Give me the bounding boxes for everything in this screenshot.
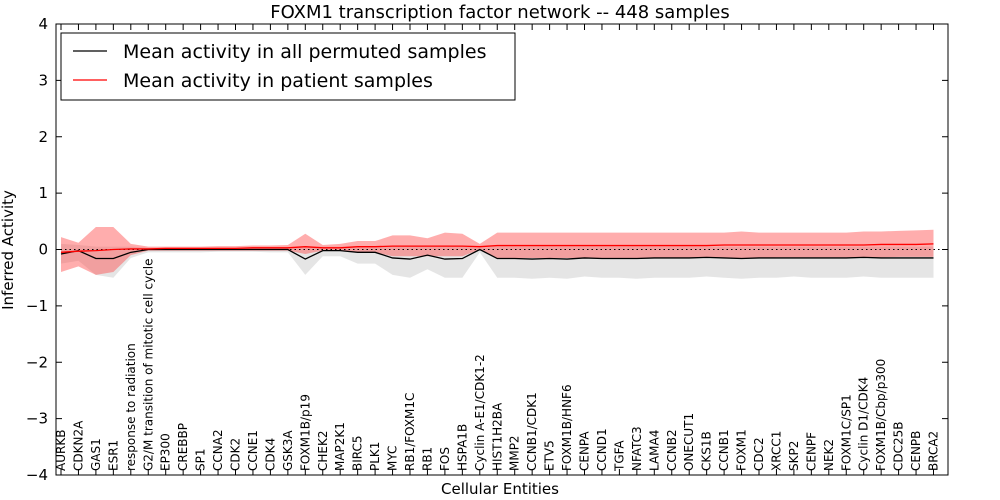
x-category-label: XRCC1 (769, 431, 783, 471)
series-line-patient (60, 243, 934, 253)
x-category-label: CENPA (578, 431, 592, 471)
x-category-label: CHEK2 (316, 431, 330, 472)
x-category-label: TGFA (612, 440, 626, 472)
x-category-label: MYC (386, 446, 400, 471)
y-axis-title: Inferred Activity (0, 190, 17, 310)
x-axis-title: Cellular Entities (441, 480, 559, 498)
x-category-label: CDK2 (229, 438, 243, 471)
y-tick-label: −2 (26, 353, 48, 371)
x-category-label: CDKN2A (71, 420, 85, 471)
x-category-label: CCNB1/CDK1 (525, 392, 539, 471)
x-category-label: CENPF (804, 432, 818, 471)
x-category-label: SP1 (194, 449, 208, 472)
x-category-label: G2/M transition of mitotic cell cycle (141, 258, 155, 471)
band-permuted (61, 243, 934, 279)
x-category-label: ETV5 (543, 440, 557, 471)
x-category-label: FOXM1 (735, 429, 749, 471)
x-category-label: NEK2 (822, 439, 836, 471)
x-category-label: GSK3A (281, 430, 295, 471)
x-category-label: CDK4 (263, 438, 277, 471)
x-category-label: CKS1B (700, 431, 714, 471)
x-category-label: EP300 (159, 433, 173, 471)
x-category-label: Cyclin D1/CDK4 (857, 377, 871, 471)
series-line-permuted (60, 248, 934, 260)
x-category-label: response to radiation (124, 343, 138, 471)
x-category-label: CCNB1 (717, 429, 731, 471)
series-lines (60, 243, 934, 260)
x-category-label: FOXM1B/p19 (298, 394, 312, 471)
x-category-label: CDC25B (892, 422, 906, 472)
y-tick-label: −3 (26, 410, 48, 428)
x-category-label: CREBBP (176, 423, 190, 471)
x-category-label: FOXM1C/SP1 (839, 394, 853, 471)
x-category-label: BRCA2 (927, 431, 941, 471)
x-category-label: FOXM1B/HNF6 (560, 384, 574, 471)
y-tick-label: 2 (38, 128, 48, 146)
x-category-label: MMP2 (508, 435, 522, 471)
x-category-label: BIRC5 (351, 435, 365, 471)
legend: Mean activity in all permuted samples Me… (60, 32, 516, 101)
band-patient (61, 226, 934, 275)
x-category-label: SKP2 (787, 441, 801, 471)
chart-title: FOXM1 transcription factor network -- 44… (270, 2, 730, 23)
y-tick-label: 3 (38, 71, 48, 89)
legend-label-patient: Mean activity in patient samples (123, 70, 433, 92)
x-category-label: CENPB (909, 431, 923, 471)
x-category-label: CCNE1 (246, 430, 260, 471)
x-category-label: HIST1H2BA (490, 402, 504, 471)
x-category-label: FOXM1B/Cbp/p300 (874, 359, 888, 471)
y-tick-label: 0 (38, 241, 48, 259)
x-category-label: CCND1 (595, 428, 609, 471)
confidence-bands (61, 226, 934, 279)
x-category-label: RB1 (420, 447, 434, 471)
x-category-label: RB1/FOXM1C (403, 393, 417, 471)
x-category-labels: AURKB CDKN2A GAS1 ESR1 response to radiation… (54, 24, 941, 475)
x-category-label: FOS (438, 447, 452, 471)
x-category-label: PLK1 (368, 442, 382, 471)
x-category-label: Cyclin A-E1/CDK1-2 (473, 354, 487, 471)
legend-label-permuted: Mean activity in all permuted samples (123, 41, 486, 63)
y-tick-label: −1 (26, 297, 48, 315)
x-category-label: CDC2 (752, 437, 766, 471)
legend-box (60, 32, 516, 101)
x-category-label: CCNA2 (211, 429, 225, 471)
y-tick-label: 4 (38, 15, 48, 33)
x-category-label: LAMA4 (647, 430, 661, 471)
x-category-label: HSPA1B (455, 424, 469, 471)
x-category-label: GAS1 (89, 438, 103, 471)
y-tick-label: 1 (38, 184, 48, 202)
x-category-label: ESR1 (106, 440, 120, 471)
x-category-label: ONECUT1 (682, 413, 696, 471)
y-axis: −4 −3 −2 −1 0 1 2 3 4 (26, 15, 948, 484)
x-category-label: CCNB2 (665, 429, 679, 471)
x-category-label: NFATC3 (630, 426, 644, 471)
x-category-label: AURKB (54, 430, 68, 471)
y-tick-label: −4 (26, 466, 48, 484)
x-category-label: MAP2K1 (333, 422, 347, 471)
